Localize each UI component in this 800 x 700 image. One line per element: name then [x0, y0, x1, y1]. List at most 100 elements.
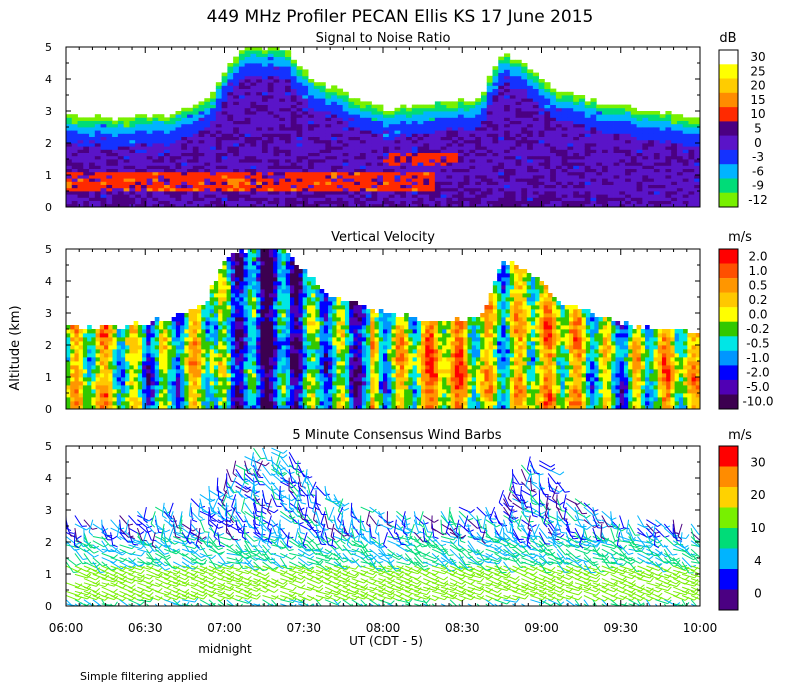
snr-cell — [267, 152, 274, 157]
velocity-cell — [230, 293, 236, 298]
snr-cell — [423, 200, 430, 205]
velocity-cell — [213, 317, 219, 322]
snr-cell — [285, 120, 292, 125]
velocity-cell — [197, 369, 202, 374]
snr-cell — [492, 91, 499, 96]
snr-cell — [388, 159, 395, 163]
snr-cell — [457, 120, 465, 125]
velocity-cell — [226, 389, 232, 394]
snr-cell — [602, 152, 609, 157]
snr-cell — [308, 197, 315, 201]
snr-cell — [596, 168, 603, 173]
snr-cell — [463, 130, 470, 134]
snr-cell — [694, 159, 700, 163]
snr-cell — [256, 88, 263, 93]
snr-cell — [273, 56, 280, 61]
velocity-cell — [192, 317, 198, 322]
snr-cell — [290, 120, 297, 125]
snr-cell — [244, 146, 251, 150]
velocity-cell — [192, 393, 198, 398]
snr-cell — [279, 111, 286, 115]
velocity-cell — [95, 385, 101, 390]
snr-cell — [671, 130, 678, 134]
snr-cell — [590, 127, 597, 131]
velocity-cell — [218, 377, 223, 382]
snr-cell — [100, 194, 107, 198]
snr-cell — [359, 203, 367, 207]
snr-cell — [607, 181, 614, 185]
snr-cell — [359, 123, 367, 128]
snr-cell — [406, 175, 413, 179]
snr-cell — [210, 146, 217, 150]
velocity-cell — [226, 405, 232, 409]
snr-cell — [256, 149, 263, 153]
snr-cell — [100, 130, 107, 134]
snr-cell — [469, 194, 476, 198]
snr-cell — [619, 155, 626, 160]
snr-cell — [244, 56, 251, 61]
snr-cell — [94, 184, 101, 189]
snr-cell — [642, 159, 649, 163]
snr-cell — [619, 159, 626, 163]
snr-cell — [100, 171, 107, 176]
velocity-cell — [70, 337, 75, 342]
snr-cell — [244, 66, 251, 70]
velocity-cell — [230, 365, 236, 370]
snr-cell — [227, 91, 234, 96]
snr-cell — [475, 136, 482, 141]
snr-cell — [371, 120, 378, 125]
velocity-cell — [108, 405, 113, 409]
snr-cell — [590, 143, 597, 147]
snr-cell — [411, 123, 418, 128]
snr-cell — [457, 175, 465, 179]
snr-cell — [619, 149, 626, 153]
snr-cell — [238, 56, 246, 61]
snr-cell — [434, 155, 442, 160]
snr-cell — [538, 181, 545, 185]
velocity-cell — [247, 357, 253, 362]
snr-cell — [475, 114, 482, 118]
velocity-cell — [235, 345, 240, 350]
snr-cell — [619, 127, 626, 131]
snr-cell — [550, 181, 557, 185]
snr-cell — [135, 187, 142, 192]
snr-cell — [561, 143, 568, 147]
snr-cell — [261, 159, 269, 163]
snr-cell — [492, 69, 499, 73]
snr-cell — [492, 79, 499, 83]
snr-cell — [163, 120, 171, 125]
snr-cell — [406, 152, 413, 157]
snr-cell — [573, 136, 580, 141]
snr-cell — [463, 143, 470, 147]
snr-cell — [238, 91, 246, 96]
velocity-cell — [247, 297, 253, 302]
snr-cell — [648, 168, 655, 173]
snr-cell — [325, 146, 332, 150]
velocity-cell — [116, 385, 122, 390]
snr-cell — [342, 191, 349, 195]
snr-cell — [377, 187, 384, 192]
snr-cell — [117, 171, 125, 176]
snr-cell — [434, 136, 442, 141]
snr-cell — [515, 98, 522, 102]
snr-cell — [394, 123, 401, 128]
snr-cell — [521, 101, 528, 105]
snr-cell — [256, 203, 263, 207]
velocity-cell — [239, 369, 244, 374]
snr-cell — [198, 197, 205, 201]
snr-cell — [169, 133, 176, 137]
snr-cell — [492, 162, 499, 166]
snr-cell — [227, 143, 234, 147]
snr-cell — [256, 59, 263, 64]
snr-cell — [117, 136, 125, 141]
velocity-cell — [175, 361, 181, 366]
snr-cell — [584, 155, 591, 160]
velocity-cell — [235, 289, 240, 294]
velocity-cell — [91, 393, 96, 398]
snr-cell — [417, 136, 424, 141]
snr-cell — [354, 149, 361, 153]
snr-cell — [192, 175, 199, 179]
velocity-cell — [163, 373, 168, 378]
snr-cell — [555, 133, 563, 137]
velocity-cell — [95, 365, 101, 370]
